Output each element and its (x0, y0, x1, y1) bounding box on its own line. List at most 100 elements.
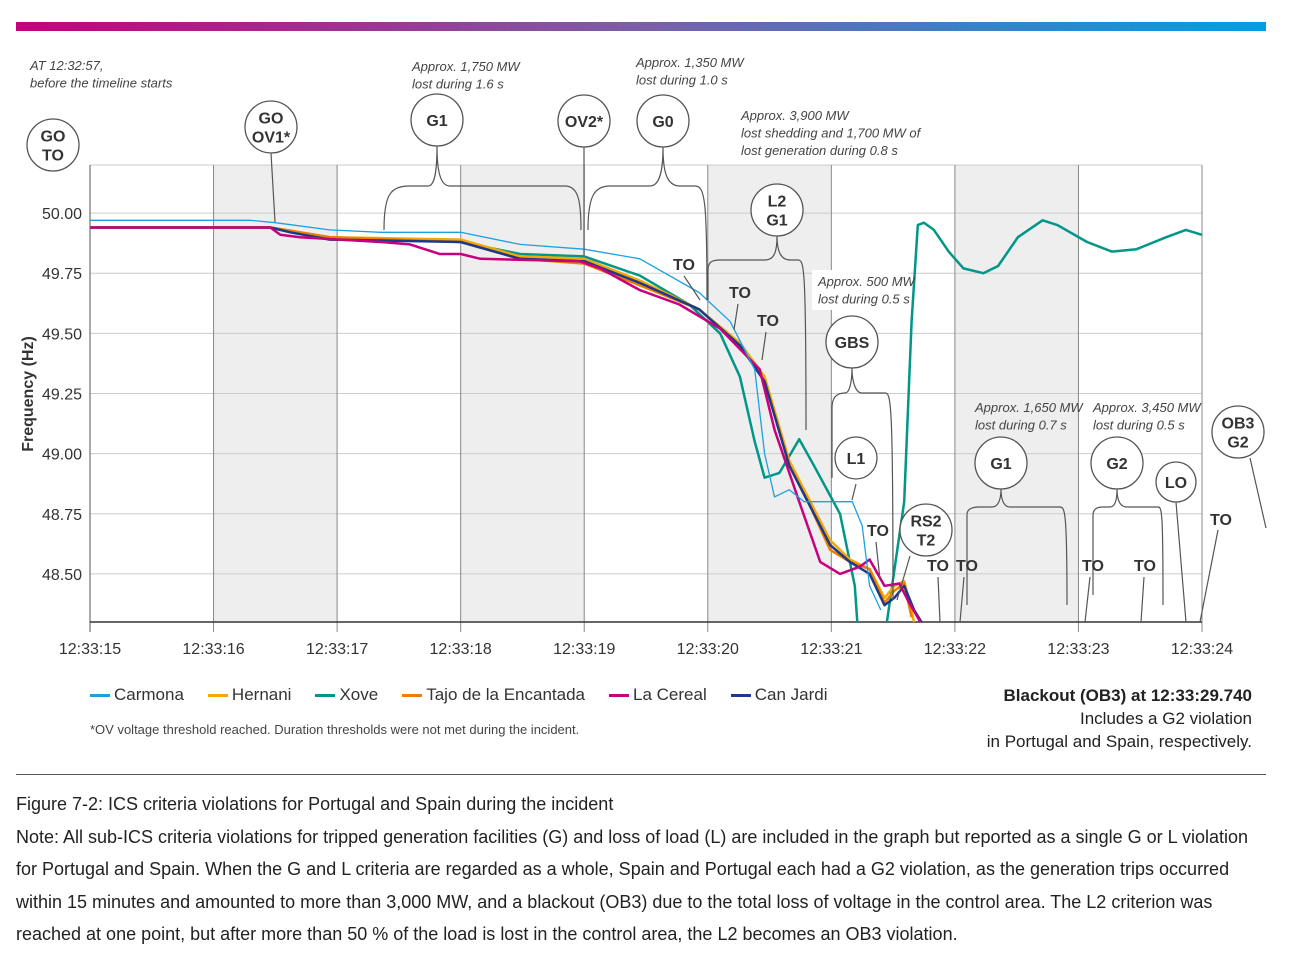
trip-off-label: TO (956, 558, 978, 575)
x-tick-label: 12:33:16 (182, 641, 244, 658)
annotation-note: lost generation during 0.8 s (741, 143, 898, 158)
annotation-leader (875, 541, 881, 581)
legend-item: Can Jardi (730, 685, 828, 705)
annotation-note: lost during 0.5 s (818, 292, 910, 307)
marker-label: RS2 (910, 514, 941, 531)
marker-label: LO (1165, 475, 1187, 492)
marker-circle (974, 436, 1028, 490)
violation-marker: L1 (834, 436, 878, 480)
x-tick-label: 12:33:21 (800, 641, 862, 658)
marker-label: G0 (652, 114, 673, 131)
y-tick-label: 48.75 (42, 507, 82, 524)
y-tick-label: 49.75 (42, 266, 82, 283)
annotation-leader (1140, 576, 1145, 623)
blackout-note: Blackout (OB3) at 12:33:29.740 Includes … (987, 684, 1252, 753)
marker-label: OB3 (1222, 416, 1255, 433)
x-tick-label: 12:33:17 (306, 641, 368, 658)
annotation-leader (761, 331, 767, 361)
x-tick-label: 12:33:19 (553, 641, 615, 658)
marker-circle (244, 100, 298, 154)
marker-circle (1155, 461, 1197, 503)
annotation-leader (1092, 488, 1164, 606)
marker-label: G1 (766, 213, 787, 230)
annotation-leader (1249, 457, 1267, 529)
marker-label: G1 (990, 456, 1011, 473)
legend-swatch (730, 694, 751, 698)
violation-marker: GO OV1* (244, 100, 298, 154)
trip-off-label: TO (757, 313, 779, 330)
y-tick-label: 49.00 (42, 447, 82, 464)
series-line-la-cereal (90, 226, 922, 623)
x-tick-label: 12:33:18 (430, 641, 492, 658)
series-line-hernani (90, 226, 916, 623)
violation-marker: G1 (410, 93, 464, 147)
header-gradient-bar (16, 22, 1266, 31)
blackout-line2: Includes a G2 violation (1080, 709, 1252, 728)
legend-swatch (90, 694, 110, 698)
x-tick-label: 12:33:24 (1171, 641, 1233, 658)
annotation-leader (683, 275, 701, 301)
annotation-note: Approx. 1,650 MW (974, 400, 1084, 415)
violation-marker: GBS (825, 315, 879, 369)
legend-swatch (315, 694, 336, 698)
marker-circle (1090, 436, 1144, 490)
annotation-note: Approx. 1,750 MW (411, 59, 521, 74)
legend-swatch (207, 694, 228, 698)
marker-circle (26, 118, 80, 172)
caption-note: Note: All sub-ICS criteria violations fo… (16, 826, 1248, 945)
violation-marker: OV2* (557, 94, 611, 148)
x-tick-label: 12:33:23 (1047, 641, 1109, 658)
marker-label: OV1* (252, 130, 291, 147)
x-tick-label: 12:33:20 (677, 641, 739, 658)
legend-footnote: *OV voltage threshold reached. Duration … (90, 722, 580, 737)
annotation-leader (1175, 501, 1187, 623)
y-tick-label: 49.50 (42, 326, 82, 343)
marker-circle (834, 436, 878, 480)
annotation-leader (896, 555, 911, 601)
annotation-note: before the timeline starts (30, 76, 173, 91)
legend-label: Carmona (114, 685, 184, 704)
annotation-note: Approx. 1,350 MW (635, 55, 745, 70)
legend-label: La Cereal (633, 685, 707, 704)
violation-marker: G0 (636, 94, 690, 148)
divider (16, 774, 1266, 775)
legend-swatch (402, 694, 423, 698)
legend-item: Xove (315, 685, 378, 705)
y-tick-label: 49.25 (42, 387, 82, 404)
annotation-note: lost during 0.7 s (975, 418, 1067, 433)
annotation-note: lost during 1.0 s (636, 73, 728, 88)
marker-label: OV2* (565, 114, 604, 131)
annotation-leader (831, 367, 894, 601)
annotation-note: lost during 0.5 s (1093, 418, 1185, 433)
trip-off-label: TO (729, 285, 751, 302)
annotation-note: Approx. 3,450 MW (1092, 400, 1202, 415)
x-tick-label: 12:33:15 (59, 641, 121, 658)
violation-marker: G2 (1090, 436, 1144, 490)
legend-label: Xove (339, 685, 379, 704)
annotation-leader (707, 235, 807, 431)
annotation-leader (1199, 529, 1219, 623)
frequency-chart: AT 12:32:57, before the timeline starts Ap… (20, 55, 1267, 658)
blackout-line3: in Portugal and Spain, respectively. (986, 732, 1252, 751)
annotation-leader (587, 146, 708, 301)
legend: Carmona Hernani Xove Tajo de la Encantada La… (90, 685, 828, 705)
marker-circle (1211, 405, 1265, 459)
violation-marker: LO (1155, 461, 1197, 503)
marker-label: G1 (426, 113, 447, 130)
note-backdrop (812, 270, 908, 310)
legend-label: Hernani (231, 685, 292, 704)
legend-swatch (609, 694, 630, 698)
annotation-note: lost during 1.6 s (412, 77, 504, 92)
legend-item: Tajo de la Encantada (402, 685, 585, 705)
annotation-leader (959, 576, 965, 623)
violation-marker: GO TO (26, 118, 80, 172)
annotation-leader (1084, 576, 1091, 623)
trip-off-label: TO (927, 558, 949, 575)
series-line-xove-after- (885, 219, 1203, 623)
trip-off-label: TO (673, 257, 695, 274)
marker-label: L1 (847, 451, 866, 468)
marker-label: GO (259, 111, 284, 128)
trip-off-label: TO (867, 523, 889, 540)
blackout-title: Blackout (OB3) at 12:33:29.740 (1003, 686, 1253, 705)
